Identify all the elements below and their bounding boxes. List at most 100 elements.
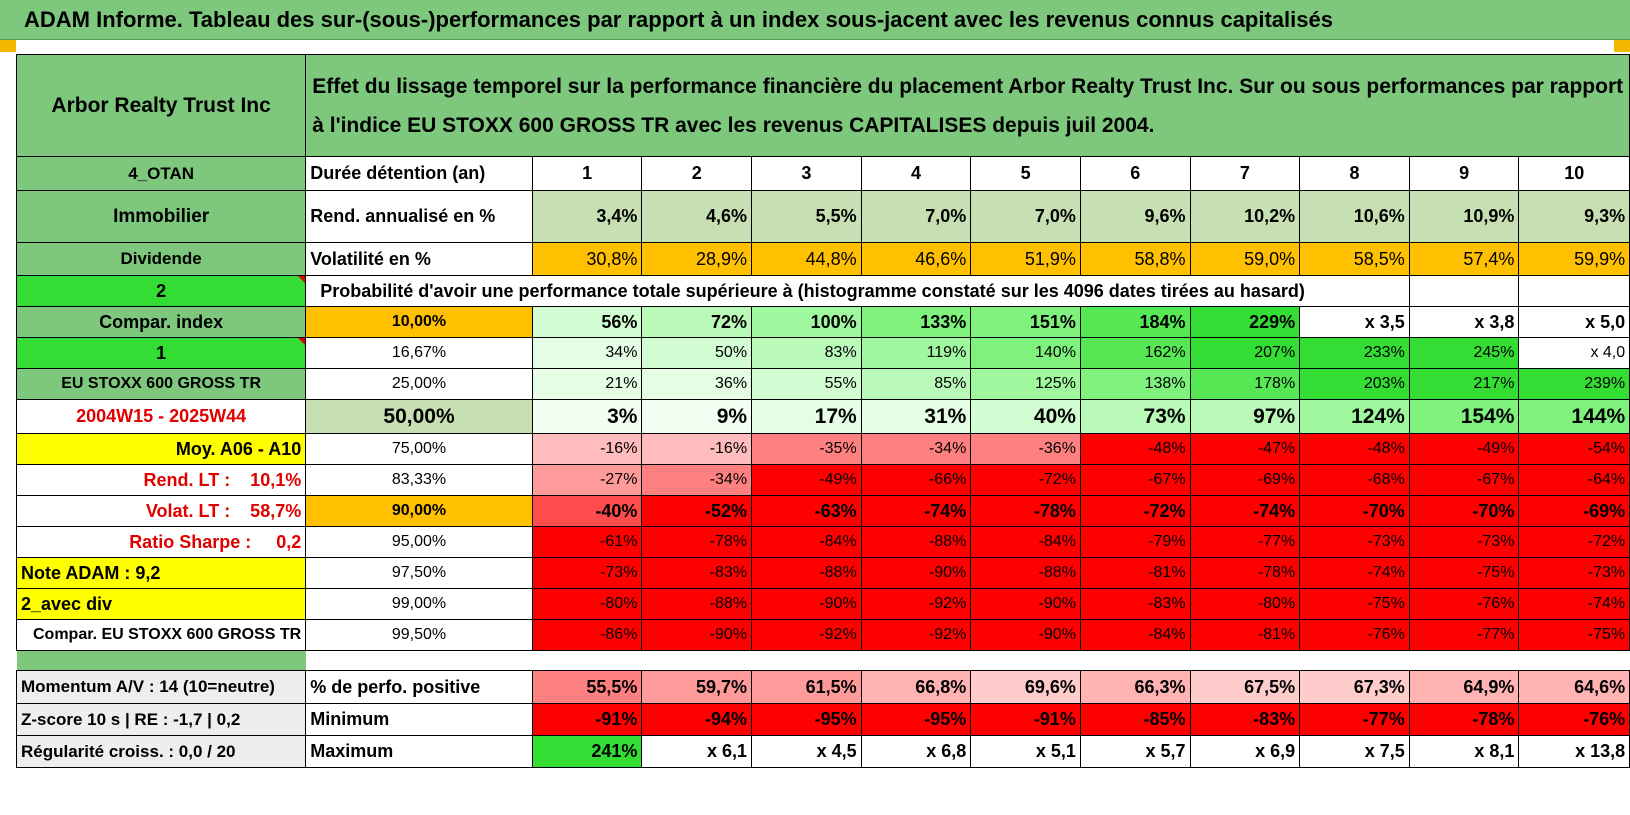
prob-value: x 3,8: [1408, 306, 1520, 338]
vol-value: 51,9%: [970, 242, 1081, 276]
vol-row: Dividende Volatilité en % 30,8% 28,9% 44,8% 4…: [15, 242, 1630, 276]
left-label: Moy. A06 - A10: [15, 433, 307, 465]
prob-value: -27%: [531, 464, 643, 496]
positive-value: 67,3%: [1299, 670, 1410, 704]
prob-value: 17%: [751, 399, 862, 434]
vol-value: 59,0%: [1189, 242, 1301, 276]
prob-row: Rend. LT : 10,1% 83,33% -27% -34% -49% -66% -7…: [15, 464, 1630, 496]
year-header: 3: [751, 156, 862, 191]
prob-value: 72%: [641, 306, 753, 338]
prob-row: Note ADAM : 9,2 97,50% -73% -83% -88% -90% -88…: [15, 557, 1630, 589]
prob-value: -78%: [641, 526, 753, 558]
title-bar: ADAM Informe. Tableau des sur-(sous-)per…: [0, 0, 1630, 40]
prob-value: -76%: [1299, 619, 1410, 651]
rend-value: 9,6%: [1079, 190, 1191, 243]
maximum-value: x 5,7: [1079, 735, 1191, 768]
positive-value: 55,5%: [531, 670, 643, 704]
prob-value: 3%: [531, 399, 643, 434]
year-header: 10: [1518, 156, 1630, 191]
minimum-value: -78%: [1408, 703, 1520, 736]
year-header: 4: [860, 156, 972, 191]
prob-value: 207%: [1189, 337, 1301, 369]
maximum-value: x 8,1: [1408, 735, 1520, 768]
prob-value: 9%: [641, 399, 753, 434]
year-header: 2: [641, 156, 753, 191]
prob-row: 2_avec div 99,00% -80% -88% -90% -92% -90% -83%…: [15, 588, 1630, 620]
prob-value: -34%: [860, 433, 972, 465]
threshold-pct: 95,00%: [305, 526, 533, 558]
maximum-value: x 13,8: [1518, 735, 1630, 768]
prob-value: -92%: [860, 619, 972, 651]
year-header: 8: [1299, 156, 1410, 191]
prob-value: -74%: [1189, 495, 1301, 527]
rend-value: 3,4%: [531, 190, 643, 243]
prob-value: -88%: [970, 557, 1081, 589]
description-line-2: à l'indice EU STOXX 600 GROSS TR avec le…: [312, 113, 1155, 137]
prob-value: -86%: [531, 619, 643, 651]
rend-value: 4,6%: [641, 190, 753, 243]
prob-row: EU STOXX 600 GROSS TR 25,00% 21% 36% 55% 85% 1…: [15, 368, 1630, 400]
threshold-pct: 97,50%: [305, 557, 533, 589]
prob-value: -84%: [1079, 619, 1191, 651]
prob-value: 184%: [1079, 306, 1191, 338]
code-label: 4_OTAN: [15, 156, 307, 191]
prob-value: x 5,0: [1518, 306, 1630, 338]
left-label: Compar. index: [15, 306, 307, 338]
sector-label: Immobilier: [15, 190, 307, 243]
prob-value: -77%: [1408, 619, 1520, 651]
prob-value: 233%: [1299, 337, 1410, 369]
left-label: 2004W15 - 2025W44: [15, 399, 307, 434]
prob-value: 56%: [531, 306, 643, 338]
prob-value: -68%: [1299, 464, 1410, 496]
prob-value: -36%: [970, 433, 1081, 465]
prob-value: -48%: [1079, 433, 1191, 465]
left-label: Volat. LT : 58,7%: [15, 495, 307, 527]
positive-value: 64,6%: [1518, 670, 1630, 704]
left-label: Note ADAM : 9,2: [15, 557, 307, 589]
vol-value: 58,5%: [1299, 242, 1410, 276]
prob-value: -84%: [970, 526, 1081, 558]
duree-label: Durée détention (an): [305, 156, 533, 191]
rend-value: 10,6%: [1299, 190, 1410, 243]
prob-value: -74%: [1299, 557, 1410, 589]
minimum-value: -76%: [1518, 703, 1630, 736]
prob-value: -69%: [1518, 495, 1630, 527]
left-label: 2_avec div: [15, 588, 307, 620]
prob-value: -75%: [1299, 588, 1410, 620]
vol-value: 59,9%: [1518, 242, 1630, 276]
threshold-pct: 16,67%: [305, 337, 533, 369]
prob-row: 1 16,67% 34% 50% 83% 119% 140% 162% 207% 233% 245%…: [15, 337, 1630, 369]
prob-value: -90%: [970, 588, 1081, 620]
positive-value: 66,8%: [860, 670, 972, 704]
prob-value: 21%: [531, 368, 643, 400]
left-label: 1: [15, 337, 307, 369]
left-label: EU STOXX 600 GROSS TR: [15, 368, 307, 400]
prob-value: -90%: [641, 619, 753, 651]
prob-value: -74%: [860, 495, 972, 527]
prob-value: 154%: [1408, 399, 1520, 434]
corner-marker-right: [1614, 40, 1630, 52]
prob-row: Compar. index 10,00% 56% 72% 100% 133% 151% 184…: [15, 306, 1630, 338]
prob-value: -35%: [751, 433, 862, 465]
year-header: 9: [1408, 156, 1520, 191]
zscore-label: Z-score 10 s | RE : -1,7 | 0,2: [15, 703, 307, 736]
prob-value: -81%: [1079, 557, 1191, 589]
prob-value: 100%: [751, 306, 862, 338]
prob-value: 34%: [531, 337, 643, 369]
prob-value: -64%: [1518, 464, 1630, 496]
regularite-label: Régularité croiss. : 0,0 / 20: [15, 735, 307, 768]
prob-value: -76%: [1408, 588, 1520, 620]
prob-value: 138%: [1079, 368, 1191, 400]
positive-value: 59,7%: [641, 670, 753, 704]
prob-value: 85%: [860, 368, 972, 400]
minimum-value: -77%: [1299, 703, 1410, 736]
prob-value: -49%: [1408, 433, 1520, 465]
prob-value: -47%: [1189, 433, 1301, 465]
prob-value: -88%: [641, 588, 753, 620]
prob-value: -67%: [1408, 464, 1520, 496]
minimum-value: -83%: [1189, 703, 1301, 736]
min-label: Minimum: [305, 703, 533, 736]
prob-value: -73%: [531, 557, 643, 589]
prob-value: -66%: [860, 464, 972, 496]
left-label: Compar. EU STOXX 600 GROSS TR: [15, 619, 307, 651]
